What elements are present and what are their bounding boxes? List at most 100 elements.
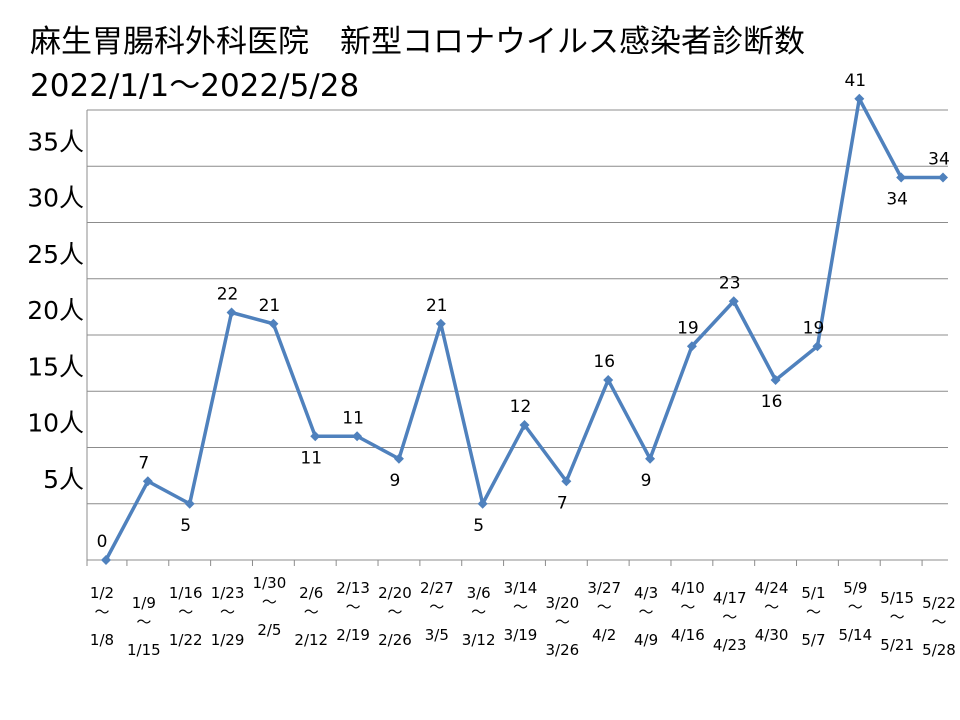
data-label: 12	[510, 397, 532, 417]
x-axis-ticks: 1/2〜1/81/9〜1/151/16〜1/221/23〜1/291/30〜2/…	[86, 560, 956, 659]
y-axis-ticks: 5人 10人 15人 20人 25人 30人 35人	[27, 127, 84, 494]
y-tick-label: 15人	[27, 352, 84, 381]
x-tick-start-label: 3/27	[587, 579, 621, 597]
y-tick-label: 10人	[27, 409, 84, 438]
x-tick-separator: 〜	[848, 598, 863, 616]
x-tick-start-label: 2/27	[420, 579, 454, 597]
data-point	[561, 476, 572, 487]
title-block: 麻生胃腸科外科医院 新型コロナウイルス感染者診断数 2022/1/1〜2022/…	[30, 20, 805, 108]
x-tick-start-label: 3/20	[546, 594, 580, 612]
data-label: 16	[593, 352, 615, 372]
data-point	[728, 296, 739, 307]
x-tick-start-label: 4/17	[713, 589, 747, 607]
x-tick-separator: 〜	[680, 598, 695, 616]
data-point	[603, 375, 614, 385]
data-label: 34	[928, 150, 950, 170]
x-tick-separator: 〜	[346, 598, 361, 616]
x-tick-end-label: 5/28	[922, 641, 956, 659]
data-point	[812, 341, 823, 352]
data-label: 19	[677, 318, 699, 338]
data-label: 34	[886, 190, 908, 210]
x-tick-separator: 〜	[764, 598, 779, 616]
x-tick-end-label: 5/21	[880, 636, 914, 654]
x-tick-start-label: 2/6	[299, 584, 323, 602]
data-point	[477, 498, 488, 509]
x-tick-end-label: 4/30	[755, 626, 789, 644]
x-tick-end-label: 2/12	[294, 631, 328, 649]
data-point	[854, 93, 865, 104]
x-tick-separator: 〜	[471, 603, 486, 621]
x-tick-start-label: 5/22	[922, 594, 956, 612]
y-tick-label: 30人	[27, 184, 84, 213]
x-tick-separator: 〜	[639, 603, 654, 621]
chart-subtitle: 2022/1/1〜2022/5/28	[30, 68, 360, 104]
data-label: 7	[557, 493, 568, 513]
data-label: 9	[641, 471, 652, 491]
data-point	[896, 172, 907, 183]
data-point	[393, 453, 404, 464]
x-tick-start-label: 4/10	[671, 579, 705, 597]
x-tick-start-label: 1/23	[211, 584, 245, 602]
x-tick-end-label: 5/14	[838, 626, 872, 644]
data-point	[310, 431, 321, 442]
data-label: 23	[719, 273, 741, 293]
x-tick-separator: 〜	[931, 613, 946, 631]
x-tick-end-label: 1/8	[90, 631, 114, 649]
x-tick-separator: 〜	[597, 598, 612, 616]
x-tick-end-label: 5/7	[801, 631, 825, 649]
x-tick-start-label: 4/3	[634, 584, 658, 602]
x-tick-start-label: 5/15	[880, 589, 914, 607]
x-tick-end-label: 3/19	[504, 626, 538, 644]
chart-title: 麻生胃腸科外科医院 新型コロナウイルス感染者診断数	[30, 24, 805, 60]
data-label: 41	[844, 71, 866, 91]
x-tick-separator: 〜	[429, 598, 444, 616]
data-label: 16	[761, 392, 783, 412]
x-tick-separator: 〜	[806, 603, 821, 621]
x-tick-start-label: 3/14	[504, 579, 538, 597]
x-tick-end-label: 1/15	[127, 641, 161, 659]
data-label: 11	[342, 408, 364, 428]
data-label: 11	[300, 448, 322, 468]
x-tick-separator: 〜	[220, 603, 235, 621]
x-tick-separator: 〜	[262, 593, 277, 611]
y-tick-label: 35人	[27, 127, 84, 156]
x-tick-start-label: 2/20	[378, 584, 412, 602]
data-point	[352, 431, 363, 442]
x-tick-separator: 〜	[890, 608, 905, 626]
x-tick-separator: 〜	[304, 603, 319, 621]
data-point	[686, 341, 697, 352]
data-point	[184, 498, 195, 509]
x-tick-end-label: 2/5	[257, 621, 281, 639]
x-tick-start-label: 1/30	[253, 574, 287, 592]
x-tick-separator: 〜	[178, 603, 193, 621]
data-point	[101, 555, 111, 565]
data-label: 22	[217, 285, 239, 305]
x-tick-separator: 〜	[136, 613, 151, 631]
x-tick-end-label: 2/19	[336, 626, 370, 644]
data-point	[435, 318, 446, 329]
x-tick-start-label: 5/9	[843, 579, 867, 597]
axes	[86, 110, 948, 561]
data-point	[268, 318, 279, 329]
gridlines	[87, 109, 948, 505]
x-tick-end-label: 4/2	[592, 626, 616, 644]
data-label: 19	[803, 318, 825, 338]
data-point	[142, 476, 153, 487]
x-tick-start-label: 5/1	[801, 584, 825, 602]
x-tick-start-label: 3/6	[467, 584, 491, 602]
x-tick-separator: 〜	[722, 608, 737, 626]
y-tick-label: 5人	[43, 465, 84, 494]
data-label: 21	[426, 296, 448, 316]
y-tick-label: 25人	[27, 240, 84, 269]
data-label: 9	[390, 471, 401, 491]
x-tick-end-label: 3/26	[546, 641, 580, 659]
data-labels: 0 7 5 22 21 11 11 9 21 5 12 7 16 9 19 23 16 19 41 34 34	[97, 71, 950, 552]
x-tick-start-label: 1/9	[132, 594, 156, 612]
data-label: 5	[180, 516, 191, 536]
x-tick-end-label: 3/12	[462, 631, 496, 649]
data-point	[226, 307, 237, 318]
x-tick-end-label: 4/9	[634, 631, 658, 649]
x-tick-end-label: 4/16	[671, 626, 705, 644]
data-label: 7	[138, 453, 149, 473]
